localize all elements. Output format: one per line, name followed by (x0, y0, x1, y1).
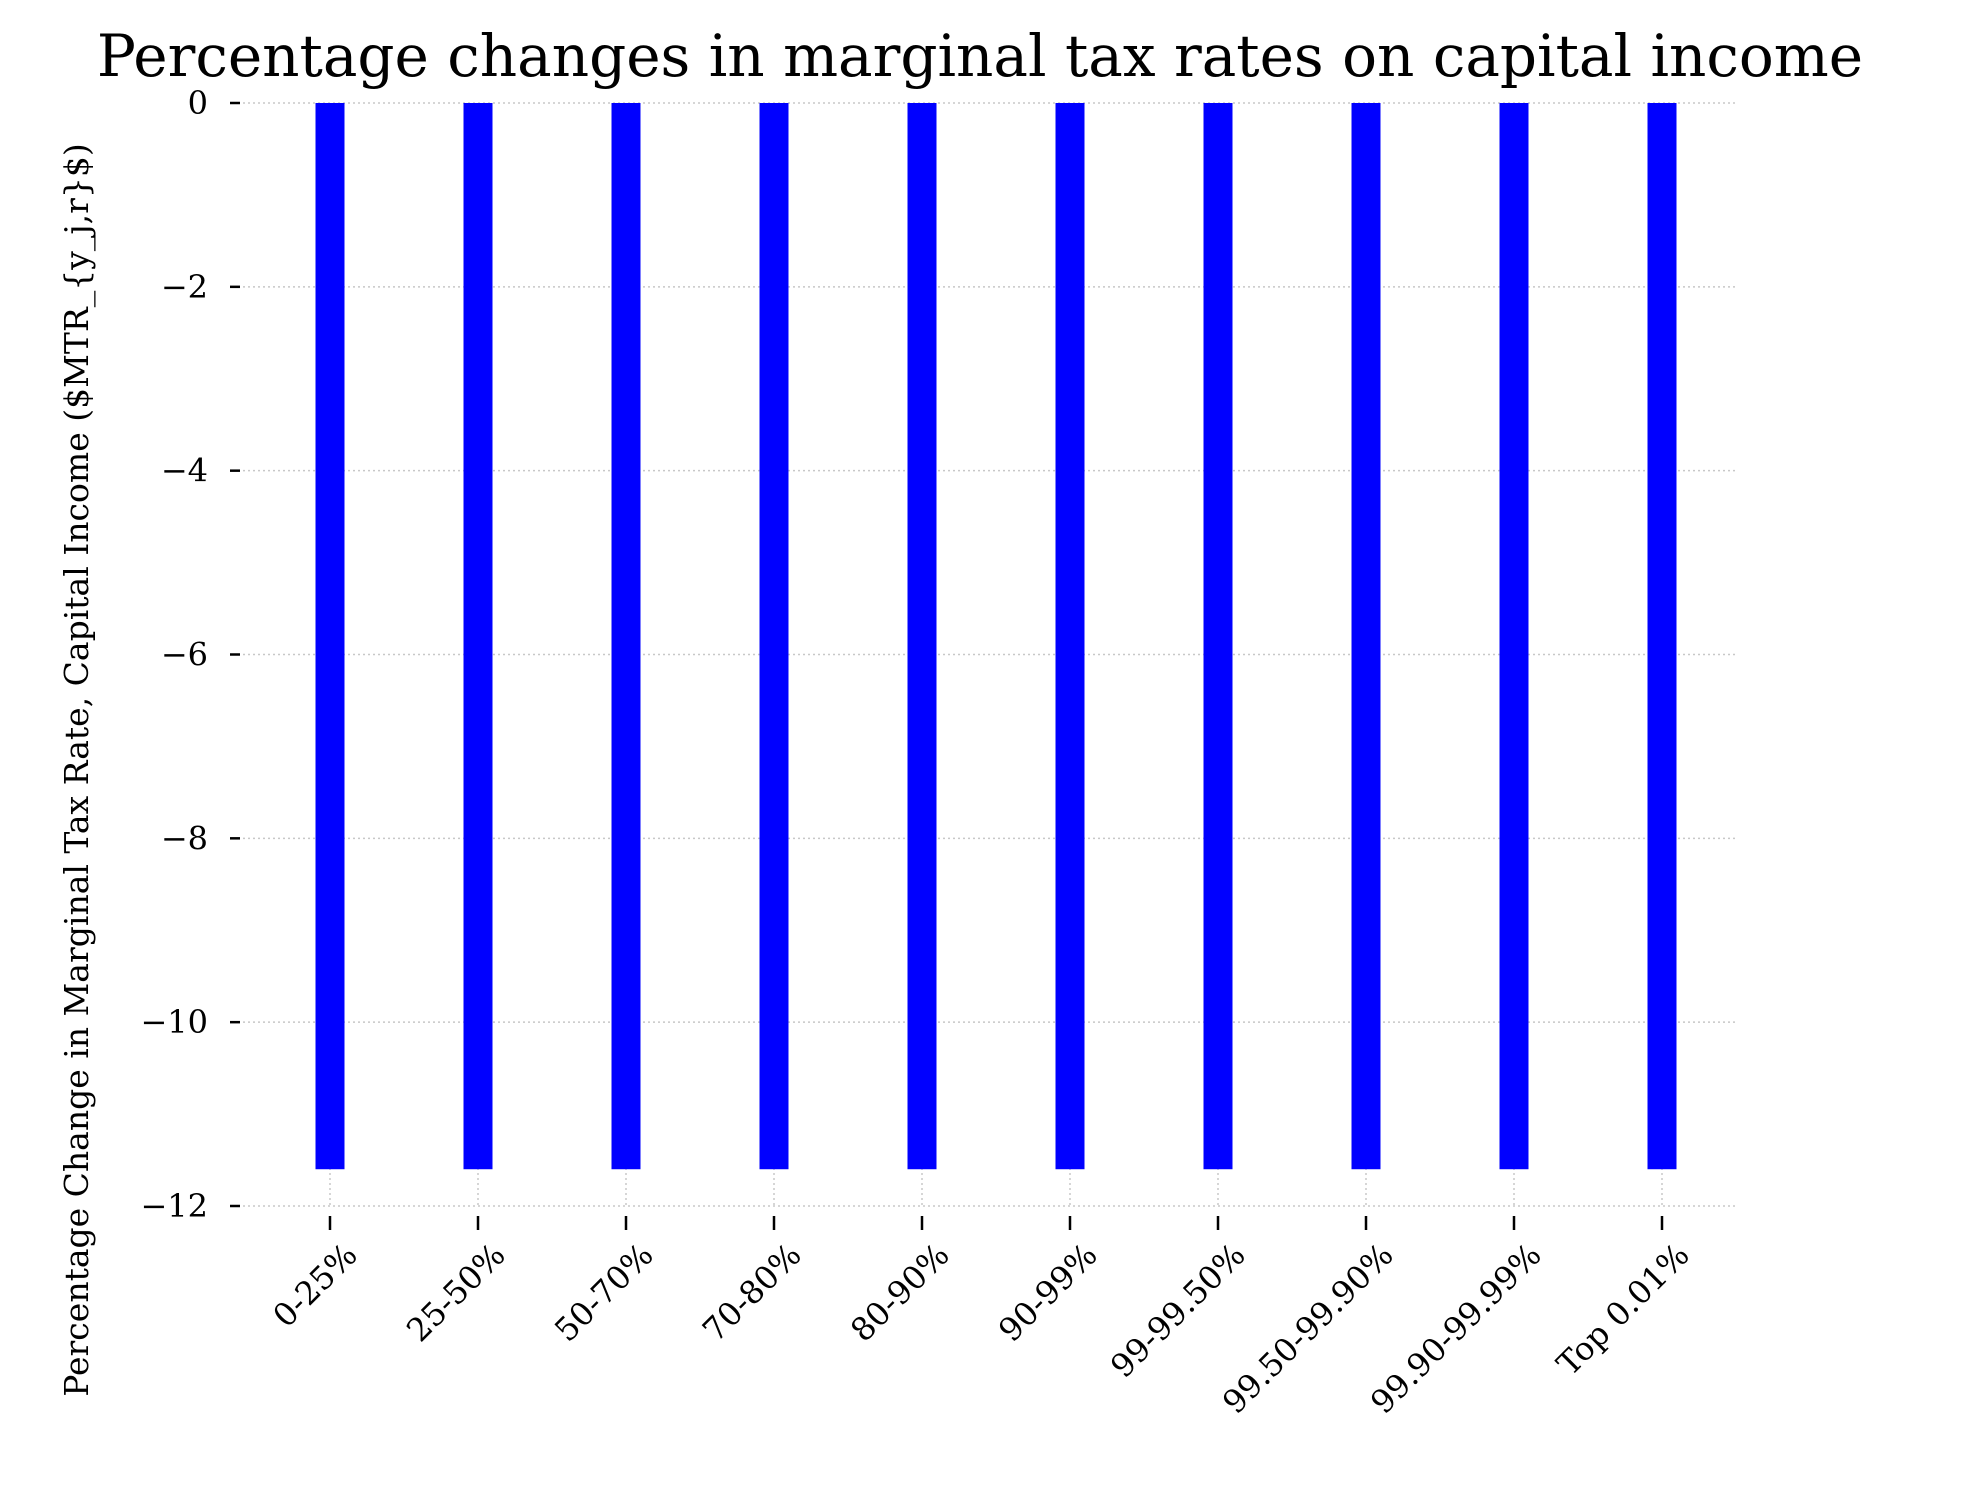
bar (1499, 103, 1529, 1170)
x-tick-label: 80-90% (843, 1236, 957, 1350)
y-tick-label: −12 (140, 1187, 208, 1225)
y-tick-label: −10 (140, 1003, 208, 1041)
chart-title: Percentage changes in marginal tax rates… (97, 22, 1863, 90)
x-tick-label: 70-80% (695, 1236, 809, 1350)
bar (759, 103, 789, 1170)
bar (463, 103, 493, 1170)
y-axis: 0 −2 −4 −6 −8 −10 −12 (140, 84, 240, 1225)
x-tick-label: 50-70% (547, 1236, 661, 1350)
bar (1351, 103, 1381, 1170)
x-tick-label: 90-99% (991, 1236, 1105, 1350)
bar (1647, 103, 1677, 1170)
y-tick-label: −8 (161, 819, 208, 857)
bar (907, 103, 937, 1170)
x-axis: 0-25% 25-50% 50-70% 70-80% 80-90% 90-99%99-99… (265, 1216, 1697, 1421)
x-tick-label: 99-99.50% (1103, 1236, 1253, 1386)
y-tick-label: −4 (161, 452, 208, 490)
y-axis-label: Percentage Change in Marginal Tax Rate, … (57, 143, 97, 1396)
y-tick-label: −2 (161, 268, 208, 306)
y-tick-label: 0 (188, 84, 208, 122)
y-tick-label: −6 (161, 636, 208, 674)
x-tick-label: Top 0.01% (1549, 1236, 1696, 1383)
x-tick-label: 25-50% (399, 1236, 513, 1350)
bar (1203, 103, 1233, 1170)
bar (1055, 103, 1085, 1170)
bar (315, 103, 345, 1170)
bar (611, 103, 641, 1170)
bars (315, 103, 1677, 1170)
x-tick-label: 0-25% (265, 1236, 364, 1335)
